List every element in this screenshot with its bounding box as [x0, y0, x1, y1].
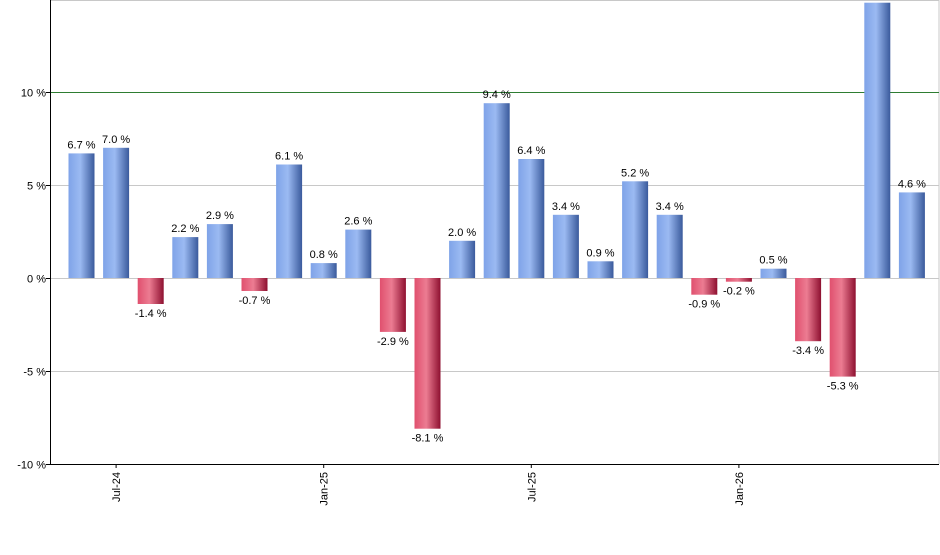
data-label: 0.9 %	[586, 247, 614, 259]
bar	[795, 278, 822, 342]
bar	[760, 268, 787, 278]
bar	[345, 229, 372, 278]
data-label: 14.8 %	[860, 0, 894, 1]
axes: 10 % 5 % 0 % -5 % -10 % Jul-24 Jan-25 Jul-25 Jan…	[17, 0, 939, 506]
y-tick-label: -10 %	[17, 460, 46, 472]
data-label: 6.1 %	[275, 151, 303, 163]
data-label: 2.9 %	[206, 210, 234, 222]
bar	[518, 159, 545, 278]
y-tick-label: 5 %	[27, 181, 46, 193]
data-labels: 6.7 % 7.0 % -1.4 % 2.2 % 2.9 % -0.7 % 6.1 % 0.8…	[67, 0, 926, 445]
data-label: 9.4 %	[483, 89, 511, 101]
data-label: 2.2 %	[171, 223, 199, 235]
x-tick-label: Jul-25	[526, 472, 538, 502]
data-label: 2.0 %	[448, 227, 476, 239]
y-tick-label: 0 %	[27, 274, 46, 286]
data-label: -3.4 %	[792, 345, 824, 357]
bar	[414, 278, 441, 429]
bar	[864, 2, 891, 278]
bar	[68, 153, 95, 278]
data-label: 5.2 %	[621, 167, 649, 179]
bar	[172, 237, 199, 278]
bar	[241, 278, 268, 291]
bar	[725, 278, 752, 282]
bar	[137, 278, 164, 304]
data-label: -0.7 %	[239, 295, 271, 307]
bar	[449, 240, 476, 278]
data-label: -0.2 %	[723, 286, 755, 298]
data-label: 4.6 %	[898, 178, 926, 190]
bar	[206, 224, 233, 278]
grid-lines	[50, 0, 940, 464]
data-label: 3.4 %	[552, 201, 580, 213]
data-label: 6.4 %	[517, 145, 545, 157]
bar	[379, 278, 406, 332]
bar	[103, 147, 130, 278]
bar	[276, 164, 303, 278]
bar	[622, 181, 649, 278]
data-label: -1.4 %	[135, 308, 167, 320]
bar	[656, 214, 683, 278]
data-label: 3.4 %	[656, 201, 684, 213]
data-label: 2.6 %	[344, 216, 372, 228]
data-label: -8.1 %	[412, 433, 444, 445]
bar	[898, 192, 925, 278]
data-label: -2.9 %	[377, 336, 409, 348]
data-label: -0.9 %	[688, 299, 720, 311]
data-label: 0.5 %	[759, 255, 787, 267]
bar	[587, 261, 614, 278]
bars	[68, 2, 925, 429]
x-tick-label: Jan-26	[734, 472, 746, 506]
data-label: 6.7 %	[67, 139, 95, 151]
x-tick-label: Jul-24	[111, 472, 123, 502]
bar	[483, 103, 510, 278]
bar	[691, 278, 718, 295]
bar	[829, 278, 856, 377]
data-label: 0.8 %	[310, 249, 338, 261]
bar	[552, 214, 579, 278]
y-tick-label: 10 %	[21, 88, 46, 100]
data-label: 7.0 %	[102, 134, 130, 146]
y-tick-label: -5 %	[23, 367, 46, 379]
x-tick-label: Jan-25	[319, 472, 331, 506]
data-label: -5.3 %	[827, 381, 859, 393]
bar	[310, 263, 337, 278]
